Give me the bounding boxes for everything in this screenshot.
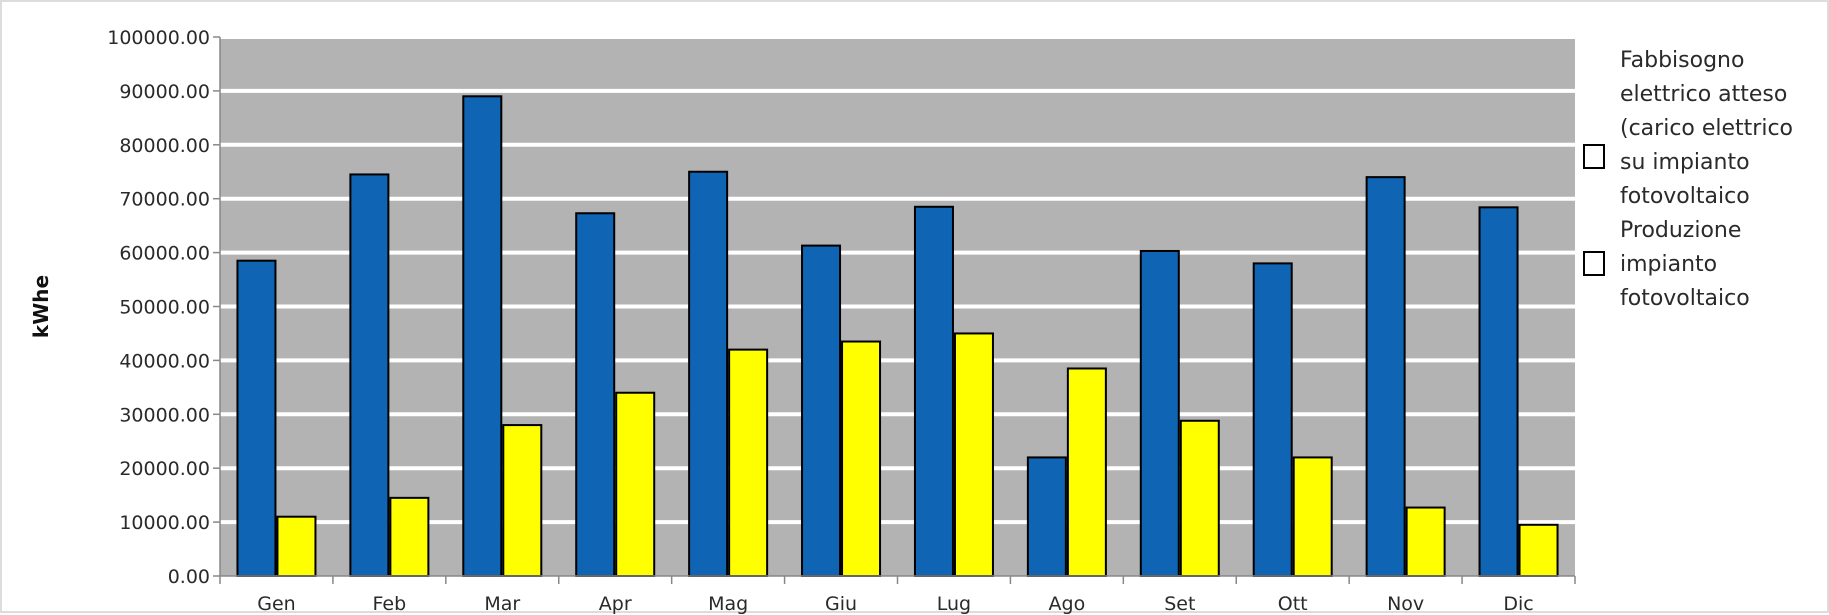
bar-fabbisogno-feb <box>349 173 390 577</box>
bar-fabbisogno-nov <box>1365 176 1406 577</box>
bar-produzione-nov <box>1405 506 1446 577</box>
bar-produzione-dic <box>1518 523 1559 577</box>
bar-produzione-mar <box>502 424 543 577</box>
x-tick-label: Mar <box>484 593 520 615</box>
y-tick-labels: 0.00 10000.00 20000.00 30000.00 40000.00 5000… <box>107 27 210 588</box>
bar-fabbisogno-lug <box>913 205 954 577</box>
y-tick-label: 100000.00 <box>107 27 210 49</box>
bar-produzione-gen <box>276 515 317 578</box>
legend-item-produzione: Produzione impianto fotovoltaico <box>1583 214 1823 316</box>
bar-fabbisogno-dic <box>1478 206 1519 577</box>
y-tick-label: 0.00 <box>168 566 210 588</box>
bar-fabbisogno-apr <box>575 212 616 578</box>
x-tick-label: Ott <box>1278 593 1308 615</box>
y-tick-label: 20000.00 <box>119 458 210 480</box>
legend-item-fabbisogno: Fabbisogno elettrico atteso (carico elet… <box>1583 44 1823 214</box>
x-tick-label: Gen <box>257 593 295 615</box>
bar-produzione-mag <box>728 348 769 577</box>
x-tick-label: Giu <box>825 593 857 615</box>
axes <box>219 37 1576 584</box>
bar-produzione-set <box>1179 419 1220 577</box>
y-tick-label: 50000.00 <box>119 297 210 319</box>
bar-fabbisogno-ott <box>1252 262 1293 577</box>
bars <box>236 95 1559 578</box>
bar-produzione-ott <box>1292 456 1333 578</box>
bar-produzione-ago <box>1066 367 1107 577</box>
y-tick-label: 80000.00 <box>119 135 210 157</box>
x-tick-label: Feb <box>373 593 407 615</box>
y-tick-label: 60000.00 <box>119 243 210 265</box>
y-axis-title: kWhe <box>29 275 53 338</box>
bar-fabbisogno-giu <box>801 244 842 578</box>
x-tick-label: Ago <box>1049 593 1086 615</box>
y-tick-label: 70000.00 <box>119 189 210 211</box>
bar-produzione-giu <box>841 340 882 577</box>
x-tick-label: Apr <box>599 593 632 615</box>
x-tick-label: Nov <box>1387 593 1424 615</box>
x-tick-label: Lug <box>937 593 971 615</box>
legend-label-fabbisogno: Fabbisogno elettrico atteso (carico elet… <box>1620 48 1794 209</box>
legend-swatch-produzione <box>1583 251 1605 276</box>
legend: Fabbisogno elettrico atteso (carico elet… <box>1583 44 1823 316</box>
bar-fabbisogno-mar <box>462 95 503 577</box>
legend-label-produzione: Produzione impianto fotovoltaico <box>1620 218 1750 311</box>
bar-produzione-apr <box>615 391 656 577</box>
x-tick-labels: Gen Feb Mar Apr Mag Giu Lug Ago Set Ott Nov Dic <box>257 593 1533 615</box>
bar-fabbisogno-ago <box>1026 456 1067 578</box>
y-tick-label: 10000.00 <box>119 512 210 534</box>
x-tick-label: Dic <box>1503 593 1533 615</box>
bar-fabbisogno-gen <box>236 259 277 577</box>
x-tick-label: Mag <box>708 593 748 615</box>
y-tick-label: 40000.00 <box>119 350 210 372</box>
gridlines <box>213 35 1575 577</box>
bar-fabbisogno-mag <box>688 170 729 577</box>
bar-produzione-feb <box>389 496 430 577</box>
legend-swatch-fabbisogno <box>1583 144 1605 169</box>
bar-produzione-lug <box>953 332 994 578</box>
bar-fabbisogno-set <box>1139 249 1180 577</box>
x-tick-label: Set <box>1164 593 1195 615</box>
y-tick-label: 30000.00 <box>119 404 210 426</box>
y-tick-label: 90000.00 <box>119 81 210 103</box>
